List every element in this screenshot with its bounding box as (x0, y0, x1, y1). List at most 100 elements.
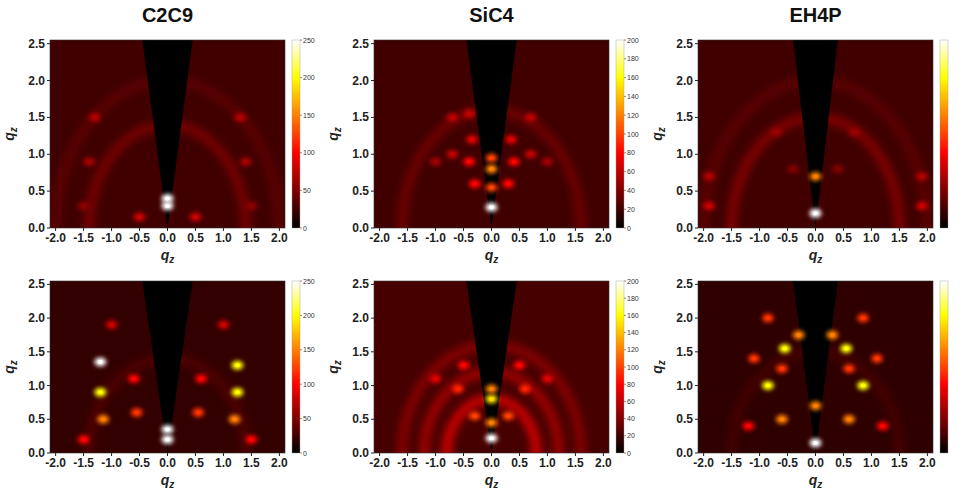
spot-core (196, 411, 201, 415)
x-tick-label: 1.5 (567, 456, 584, 470)
x-tick-label: 1.5 (567, 231, 584, 245)
x-tick-label: -1.5 (397, 231, 418, 245)
spot-group (162, 435, 174, 444)
x-tick-label: -2.0 (45, 231, 66, 245)
y-tick-label: 1.5 (352, 110, 369, 124)
spot (703, 201, 715, 210)
spot-core (545, 377, 550, 381)
colorbar (616, 281, 624, 453)
x-tick-label: 0.5 (187, 456, 204, 470)
y-tick (695, 318, 698, 319)
x-tick-label: 2.0 (919, 456, 936, 470)
y-tick-label: 1.5 (676, 345, 693, 359)
y-tick-label: 0.0 (352, 221, 369, 235)
spot (458, 361, 470, 370)
colorbar (940, 40, 948, 228)
x-tick-label: 1.0 (539, 456, 556, 470)
x-axis-title: qz (485, 472, 499, 490)
spot-core (813, 174, 818, 178)
cb-tick-label: 40 (627, 415, 635, 422)
spot (486, 153, 498, 162)
spot-group (832, 165, 844, 174)
spot (234, 113, 246, 122)
spot-group (234, 113, 246, 122)
x-tick-label: 0.0 (483, 231, 500, 245)
y-tick (371, 191, 374, 192)
y-tick-label: 1.0 (28, 147, 45, 161)
spot-core (509, 138, 514, 142)
spot (78, 435, 90, 444)
spot-core (467, 160, 472, 164)
spot-core (830, 333, 835, 337)
spot-group (810, 209, 822, 218)
cb-tick (624, 152, 626, 153)
y-tick-label: 0.5 (676, 412, 693, 426)
spot-group (78, 201, 90, 210)
y-tick (47, 453, 50, 454)
y-axis-title-sub: z (656, 127, 667, 133)
x-axis-title-sub: z (816, 479, 822, 490)
y-tick-label: 2.0 (676, 74, 693, 88)
spot-core (489, 156, 494, 160)
spot-core (450, 115, 455, 119)
cb-tick (624, 77, 626, 78)
spot-group (106, 320, 118, 329)
y-tick (47, 154, 50, 155)
spot (502, 179, 514, 188)
panel-title: SiC4 (469, 4, 514, 26)
spot (131, 408, 143, 417)
y-axis-title-sub: z (332, 360, 343, 366)
spot-group (787, 165, 799, 174)
y-axis-title-sub: z (332, 127, 343, 133)
spot (776, 415, 788, 424)
spot-group (78, 435, 90, 444)
spot-group (810, 438, 822, 447)
spot-core (813, 404, 818, 408)
cb-tick (624, 209, 626, 210)
cb-tick (300, 349, 302, 350)
spot-group (810, 401, 822, 410)
cb-tick-label: 120 (627, 112, 639, 119)
spot-group (97, 415, 109, 424)
spot-group (486, 395, 498, 404)
y-tick-label: 2.0 (352, 74, 369, 88)
spot (840, 344, 852, 353)
y-tick (371, 385, 374, 386)
y-tick (47, 80, 50, 81)
cb-tick-label: 140 (627, 329, 639, 336)
cb-tick-label: 50 (303, 415, 311, 422)
x-tick-label: -1.5 (73, 456, 94, 470)
x-tick-label: 1.0 (215, 456, 232, 470)
spot-core (235, 363, 240, 367)
y-tick (47, 419, 50, 420)
colorbar (292, 40, 300, 228)
cb-tick (300, 315, 302, 316)
y-tick (695, 154, 698, 155)
cb-tick (300, 228, 302, 229)
spot-group (857, 381, 869, 390)
cb-tick (624, 96, 626, 97)
y-tick-label: 2.5 (676, 277, 693, 291)
spot-core (813, 211, 818, 215)
spot-core (232, 417, 237, 421)
spot-group (466, 135, 478, 144)
spot-group (240, 157, 252, 166)
spot-group (525, 150, 537, 159)
x-tick-label: -1.0 (425, 456, 446, 470)
y-tick-label: 1.0 (28, 379, 45, 393)
y-tick-label: 1.5 (28, 345, 45, 359)
spot (162, 194, 174, 203)
spot-group (486, 434, 498, 443)
spot (787, 165, 799, 174)
spot (128, 374, 140, 383)
y-tick (47, 43, 50, 44)
y-tick-label: 0.0 (28, 446, 45, 460)
cb-tick (624, 315, 626, 316)
x-tick-label: 2.0 (271, 456, 288, 470)
plot-area (374, 281, 609, 453)
cb-tick-label: 20 (627, 206, 635, 213)
spot-core (469, 138, 474, 142)
spot-core (472, 414, 477, 418)
spot (810, 401, 822, 410)
cb-tick-label: 250 (303, 37, 315, 44)
